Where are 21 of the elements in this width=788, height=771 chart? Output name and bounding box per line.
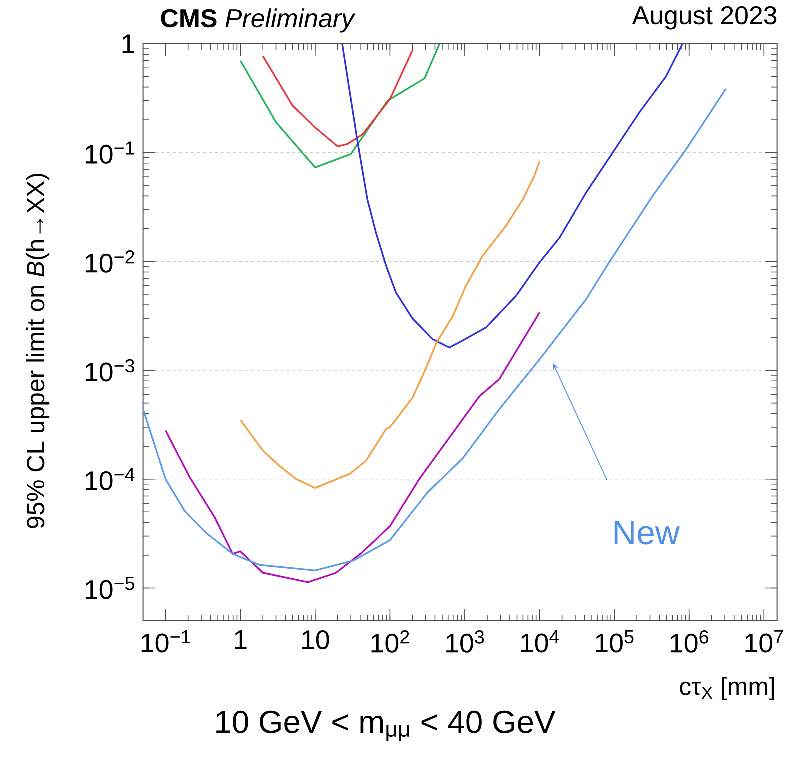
x-tick-label: 10$^{6}$ <box>670 630 708 653</box>
x-tick-label: 1 <box>235 630 247 650</box>
y-tick-label: 10$^{−4}$ <box>86 468 135 490</box>
y-axis-title: 95% CL upper limit on B(h→XX) <box>26 174 50 528</box>
chart-subtitle: August 2023 <box>632 6 777 30</box>
x-tick-label: 10$^{−1}$ <box>142 630 190 653</box>
annotation: New <box>614 521 680 545</box>
x-tick-label: 10$^{4}$ <box>521 630 560 653</box>
y-tick-label: 10$^{−5}$ <box>86 577 134 600</box>
text: 10 GeV < m$_{μμ}$ < 40 GeV <box>216 710 556 742</box>
y-tick-label: 10$^{−2}$ <box>86 250 134 273</box>
x-tick-label: 10$^{3}$ <box>446 630 484 653</box>
y-tick-label: 10$^{−1}$ <box>86 142 134 164</box>
y-tick-label: 1 <box>122 34 134 54</box>
x-tick-label: 10$^{2}$ <box>372 630 410 653</box>
x-tick-label: 10$^{7}$ <box>746 630 784 653</box>
chart-title: CMS Preliminary <box>161 8 356 33</box>
x-tick-label: 10 <box>302 630 330 650</box>
x-axis-title: cτ$_{X}$ [mm] <box>680 677 774 700</box>
x-tick-label: 10$^{5}$ <box>596 630 634 653</box>
y-tick-label: 10$^{−3}$ <box>86 359 134 382</box>
